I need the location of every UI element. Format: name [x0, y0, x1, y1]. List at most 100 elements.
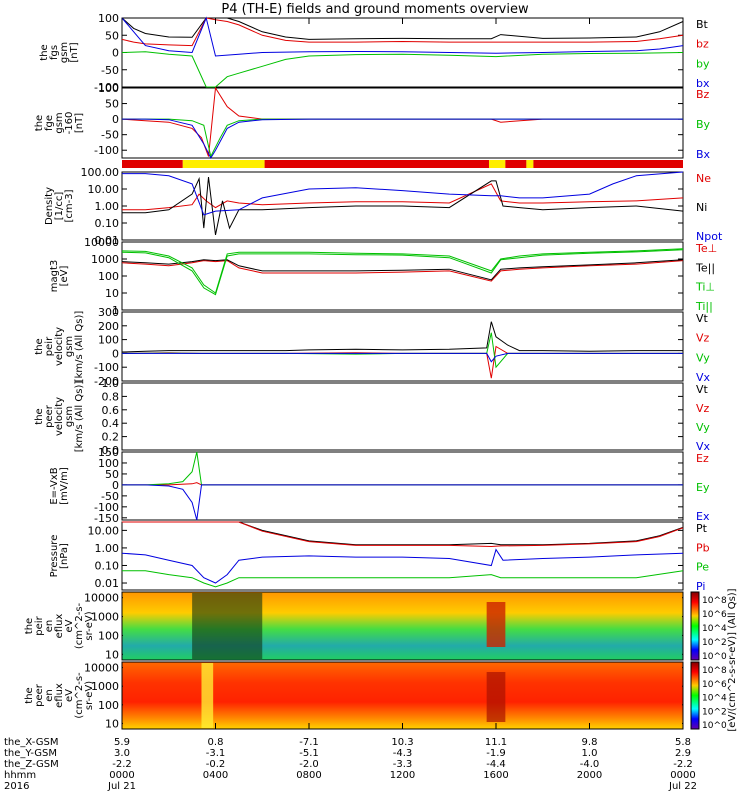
xaxis-value: -2.2	[112, 759, 132, 770]
colorbar-tick: 10^4	[702, 624, 727, 634]
ylabel-peer_en: (cm^2-s-	[74, 672, 85, 719]
series-density-Ne	[122, 183, 684, 211]
xaxis-value: 1600	[483, 770, 508, 781]
legend-pressure-Pi: Pi	[696, 580, 705, 593]
ylabel-peir_vel: gsm	[64, 336, 75, 357]
ytick-label-temp: 10	[105, 287, 119, 300]
ytick-label-fge: 50	[105, 98, 119, 111]
legend-temp-Ti||: Ti||	[695, 300, 713, 313]
xaxis-value: 3.0	[114, 748, 130, 759]
ylabel-density: Density	[44, 187, 55, 225]
xaxis-value: -4.0	[580, 759, 600, 770]
xaxis-value: -4.3	[393, 748, 413, 759]
state-bar-segment	[488, 160, 506, 168]
xaxis-value: -4.4	[486, 759, 506, 770]
xaxis-value: -5.1	[299, 748, 319, 759]
xaxis-row-label: the_Y-GSM	[4, 748, 57, 759]
ytick-label-density: 1.00	[95, 200, 120, 213]
spectrogram-gap-peir	[192, 593, 263, 659]
ytick-label-peer_en: 1000	[91, 680, 119, 693]
ylabel-peir_en: sr-eV)	[84, 611, 95, 640]
ylabel-peir_vel: velocity	[54, 327, 65, 366]
spectrogram-perigee-peer	[201, 663, 214, 728]
legend-temp-Ti⊥: Ti⊥	[695, 281, 715, 294]
ylabel-peer_en: peer	[34, 683, 45, 707]
series-temp-Ti⊥	[121, 248, 684, 294]
ytick-label-peir_vel: 200	[98, 320, 119, 333]
ytick-label-temp: 100	[98, 270, 119, 283]
ylabel-peer_vel: gsm	[64, 406, 75, 427]
ylabel-density: [cm-3]	[64, 189, 75, 222]
colorbar-tick: 10^4	[702, 694, 727, 704]
series-density-Ni	[122, 176, 684, 236]
ylabel-peer_vel: velocity	[54, 397, 65, 436]
legend-fgs-bx: bx	[696, 77, 710, 90]
ytick-label-peer_vel: 0.2	[102, 431, 120, 444]
legend-density-Npot: Npot	[696, 230, 723, 243]
ytick-label-peer_en: 100	[98, 699, 119, 712]
colorbar-tick: 10^0	[702, 721, 727, 731]
ylabel-peer_en: eV	[64, 689, 75, 702]
ytick-label-fge: -100	[94, 144, 119, 157]
ytick-label-fgs: 100	[98, 12, 119, 25]
legend-fgs-bz: bz	[696, 38, 709, 51]
series-pressure-Pe	[122, 570, 684, 588]
legend-peir_vel-Vt: Vt	[696, 312, 709, 325]
ylabel-pressure: [nPa]	[59, 543, 70, 569]
ytick-label-fgs: 50	[105, 29, 119, 42]
xaxis-value: 1.0	[582, 748, 598, 759]
ylabel-peir_en: (cm^2-s-	[74, 602, 85, 649]
legend-efield-Ez: Ez	[696, 452, 709, 465]
legend-peer_vel-Vz: Vz	[696, 402, 710, 415]
ytick-label-peir_en: 1000	[91, 611, 119, 624]
ytick-label-efield: 50	[105, 468, 119, 481]
ylabel-temp: magt3	[49, 260, 60, 293]
ylabel-peer_vel: peer	[44, 404, 55, 428]
legend-density-Ni: Ni	[696, 201, 707, 214]
legend-peir_vel-Vz: Vz	[696, 332, 710, 345]
ylabel-fge: the	[34, 115, 45, 131]
series-temp-Ti||	[121, 249, 684, 296]
series-density-Npot	[122, 171, 684, 216]
ytick-label-peer_vel: 0.0	[102, 444, 120, 457]
legend-efield-Ey: Ey	[696, 481, 710, 494]
ytick-label-fgs: 0	[112, 47, 119, 60]
ytick-label-peir_vel: 300	[98, 306, 119, 319]
ylabel-fgs: fgs	[49, 45, 60, 60]
xaxis-value: 2.9	[675, 748, 691, 759]
series-pressure-Pt	[122, 521, 684, 546]
series-fge-Bz	[121, 86, 683, 157]
ytick-label-peir_en: 10000	[84, 592, 119, 605]
ytick-label-fgs: -100	[94, 81, 119, 94]
legend-temp-Te||: Te||	[695, 261, 715, 274]
ytick-label-density: 10.00	[88, 183, 120, 196]
ylabel-peer_en: sr-eV)	[84, 681, 95, 710]
xaxis-value: 2000	[577, 770, 602, 781]
legend-pressure-Pb: Pb	[696, 541, 710, 554]
ylabel-peer_vel: the	[34, 408, 45, 424]
ytick-label-efield: 150	[98, 446, 119, 459]
ytick-label-temp: 1	[112, 304, 119, 317]
legend-efield-Ex: Ex	[696, 510, 710, 523]
series-efield-Ey	[122, 451, 683, 486]
plot-title: P4 (TH-E) fields and ground moments over…	[221, 2, 529, 17]
xaxis-value: 10.3	[391, 737, 413, 748]
panel-frame-fge	[121, 87, 684, 159]
xaxis-value: 5.9	[114, 737, 130, 748]
xaxis-value: -7.1	[299, 737, 319, 748]
xaxis-value: 0400	[203, 770, 228, 781]
spectrogram-event-peir	[486, 602, 506, 647]
state-bar-segment	[505, 160, 527, 168]
ylabel-peir_en: eV	[64, 619, 75, 632]
legend-peir_vel-Vy: Vy	[696, 351, 710, 364]
ytick-label-pressure: 0.01	[95, 577, 120, 590]
xaxis-value: 0.8	[208, 737, 224, 748]
colorbar-label: [eV/(cm^2-s-sr-eV)] (All Qs)]	[727, 588, 738, 731]
xaxis-value: 0800	[296, 770, 321, 781]
series-temp-Te||	[121, 259, 684, 281]
xaxis-value: 0000	[109, 770, 134, 781]
legend-peer_vel-Vt: Vt	[696, 383, 709, 396]
state-bar-segment	[122, 160, 183, 168]
ytick-label-peir_vel: 0	[112, 347, 119, 360]
